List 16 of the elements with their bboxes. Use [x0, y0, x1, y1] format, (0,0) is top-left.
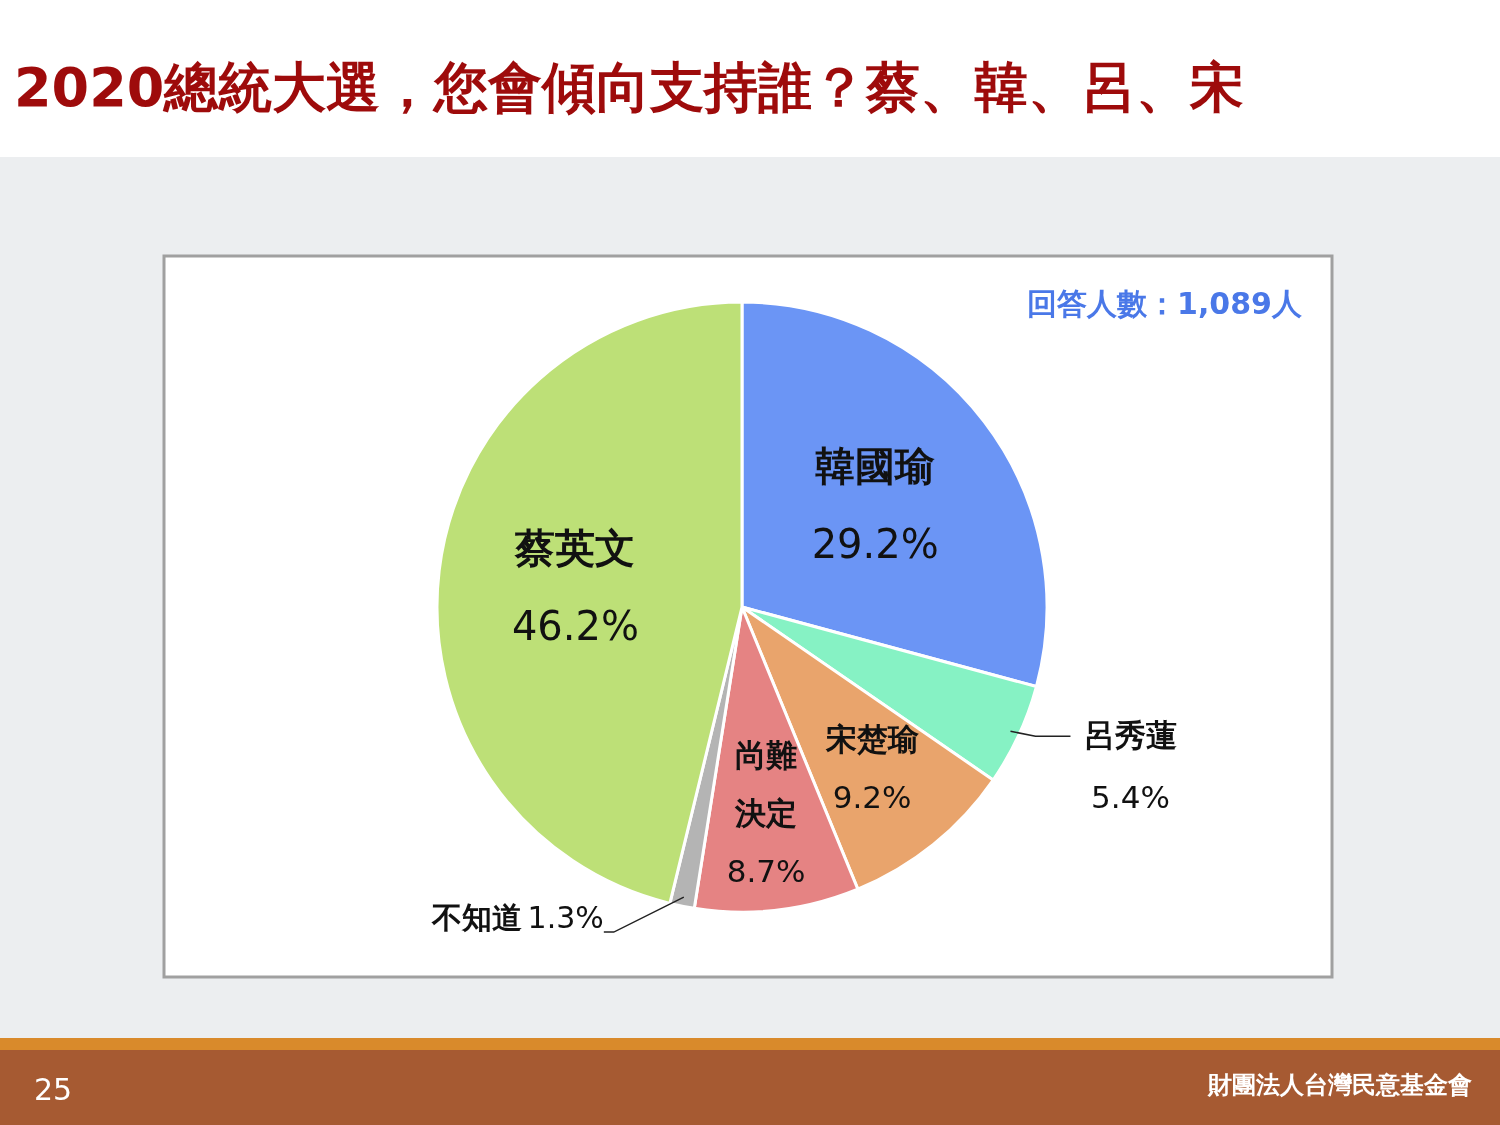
slice-label: 蔡英文 [514, 525, 636, 572]
slice-label: 韓國瑜 [815, 443, 936, 490]
data-label: 46.2% [511, 603, 639, 650]
text: 回答人數：1,089人 [1027, 286, 1303, 321]
data-label: 29.2% [811, 521, 939, 568]
chart-title: 2020總統大選，您會傾向支持誰？蔡、韓、呂、宋 [14, 56, 1245, 119]
text: 財團法人台灣民意基金會 [1207, 1071, 1472, 1099]
data-label: 9.2% [832, 779, 912, 816]
data-label: 1.3% [527, 900, 604, 936]
data-label: 5.4% [1091, 779, 1170, 816]
text: 25 [34, 1072, 73, 1107]
data-label: 8.7% [726, 852, 806, 889]
slice-label: 不知道 [430, 900, 522, 936]
slice-label: 宋楚瑜 [824, 721, 919, 758]
slice-label: 尚難決定 [734, 736, 798, 831]
slice-label: 呂秀蓮 [1083, 717, 1177, 754]
